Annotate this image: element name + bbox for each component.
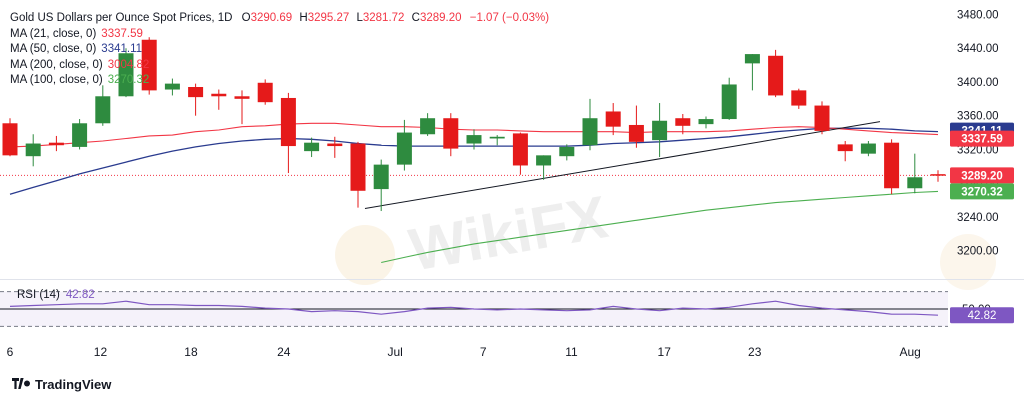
price-tag: 3270.32 — [950, 183, 1014, 200]
candle-body — [907, 177, 923, 189]
ohlc-open: O3290.69 — [241, 12, 293, 24]
ma-100-line — [381, 190, 939, 264]
candle-body — [443, 118, 459, 149]
price-tag-box — [950, 167, 1014, 184]
time-axis-tick: 11 — [565, 345, 578, 359]
instrument-title: Gold US Dollars per Ounce Spot Prices, 1… — [10, 12, 233, 24]
candle-body — [188, 87, 204, 98]
price-tag-box — [950, 183, 1014, 200]
candle-body — [350, 143, 366, 191]
candle-body — [559, 146, 575, 157]
ohlc-high: H3295.27 — [299, 12, 350, 24]
price-tag-box — [950, 130, 1014, 147]
candle-body — [280, 97, 296, 147]
rsi-value: 42.82 — [65, 289, 95, 301]
rsi-line — [9, 300, 939, 316]
price-tag: 3337.59 — [950, 130, 1014, 147]
candle-body — [675, 118, 691, 126]
candle-body — [536, 155, 552, 166]
candle-body — [48, 142, 64, 146]
candle-body — [2, 123, 18, 156]
candle-body — [512, 133, 528, 166]
candle-body — [744, 54, 760, 64]
tradingview-logo[interactable]: TradingView — [12, 377, 111, 392]
price-change: −1.07 (−0.03%) — [469, 12, 550, 24]
legend-ma-100[interactable]: MA (100, close, 0) 3270.32 — [10, 74, 150, 86]
candle-body — [698, 119, 714, 125]
price-tag: 3289.20 — [950, 167, 1014, 184]
watermark-emblem-icon — [335, 225, 395, 285]
time-axis-tick: Jul — [387, 345, 402, 359]
time-axis-tick: 7 — [480, 345, 487, 359]
candle-body — [605, 111, 621, 127]
candle-body — [304, 142, 320, 152]
candle-body — [652, 120, 668, 141]
candle-body — [164, 83, 180, 90]
candle-body — [860, 143, 876, 154]
time-axis-tick: 18 — [184, 345, 198, 359]
price-axis-tick: 3360.00 — [957, 111, 999, 123]
time-axis-tick: 23 — [748, 345, 762, 359]
price-axis-tick: 3400.00 — [957, 77, 999, 89]
price-axis-tick: 3440.00 — [957, 43, 999, 55]
candle-body — [814, 105, 830, 131]
candle-body — [396, 132, 412, 165]
legend-ma-200[interactable]: MA (200, close, 0) 3004.82 — [10, 58, 150, 71]
watermark-emblem-icon-right — [940, 234, 996, 290]
ohlc-low: L3281.72 — [356, 12, 405, 24]
price-axis-tick: 3240.00 — [957, 212, 999, 224]
candle-body — [234, 96, 250, 99]
candle-body — [768, 55, 784, 96]
candle-body — [420, 118, 436, 135]
candle-body — [837, 144, 853, 152]
price-tag-label: 3337.59 — [961, 134, 1003, 146]
candle-body — [930, 174, 946, 176]
candle-body — [118, 53, 134, 97]
candle-body — [257, 82, 273, 103]
candle-body — [25, 143, 41, 157]
price-tag-label: 3289.20 — [961, 170, 1003, 182]
candle-body — [72, 123, 88, 147]
candle-body — [489, 136, 505, 139]
time-axis-tick: Aug — [899, 345, 920, 359]
time-axis-tick: 6 — [7, 345, 14, 359]
candle-body — [373, 164, 389, 190]
legend-ma-21[interactable]: MA (21, close, 0) 3337.59 — [10, 27, 143, 40]
time-axis-tick: 24 — [277, 345, 291, 359]
candle-body — [327, 143, 343, 147]
candle-body — [141, 39, 157, 91]
price-axis-tick: 3200.00 — [957, 246, 999, 258]
candle-body — [628, 124, 644, 142]
ohlc-close: C3289.20 — [411, 12, 462, 24]
time-axis-tick: 17 — [658, 345, 672, 359]
candle-body — [791, 90, 807, 106]
candle-body — [466, 135, 482, 144]
tradingview-icon — [12, 377, 31, 392]
time-axis-tick: 12 — [94, 345, 108, 359]
rsi-label: RSI (14) — [17, 289, 60, 301]
rsi-legend[interactable]: RSI (14) 42.82 — [17, 289, 95, 301]
rsi-tag-box — [950, 307, 1014, 324]
candle-body — [95, 96, 111, 124]
candles — [2, 37, 946, 212]
candle-body — [721, 84, 737, 120]
candle-body — [582, 118, 598, 146]
wikifx-watermark: WikiFX — [404, 183, 612, 284]
rsi-tag: 42.82 — [950, 307, 1014, 324]
price-axis-tick: 3480.00 — [957, 9, 999, 21]
legend-ma-50[interactable]: MA (50, close, 0) 3341.11 — [10, 43, 143, 55]
chart-legend: Gold US Dollars per Ounce Spot Prices, 1… — [10, 11, 549, 89]
candle-body — [884, 142, 900, 189]
price-axis-tick: 3320.00 — [957, 144, 999, 156]
trendline — [364, 121, 881, 209]
candle-body — [211, 93, 227, 97]
rsi-tag-label: 42.82 — [968, 310, 997, 322]
price-tag-label: 3270.32 — [961, 186, 1003, 198]
legend-title-row: Gold US Dollars per Ounce Spot Prices, 1… — [10, 11, 549, 27]
brand-name: TradingView — [35, 377, 112, 392]
